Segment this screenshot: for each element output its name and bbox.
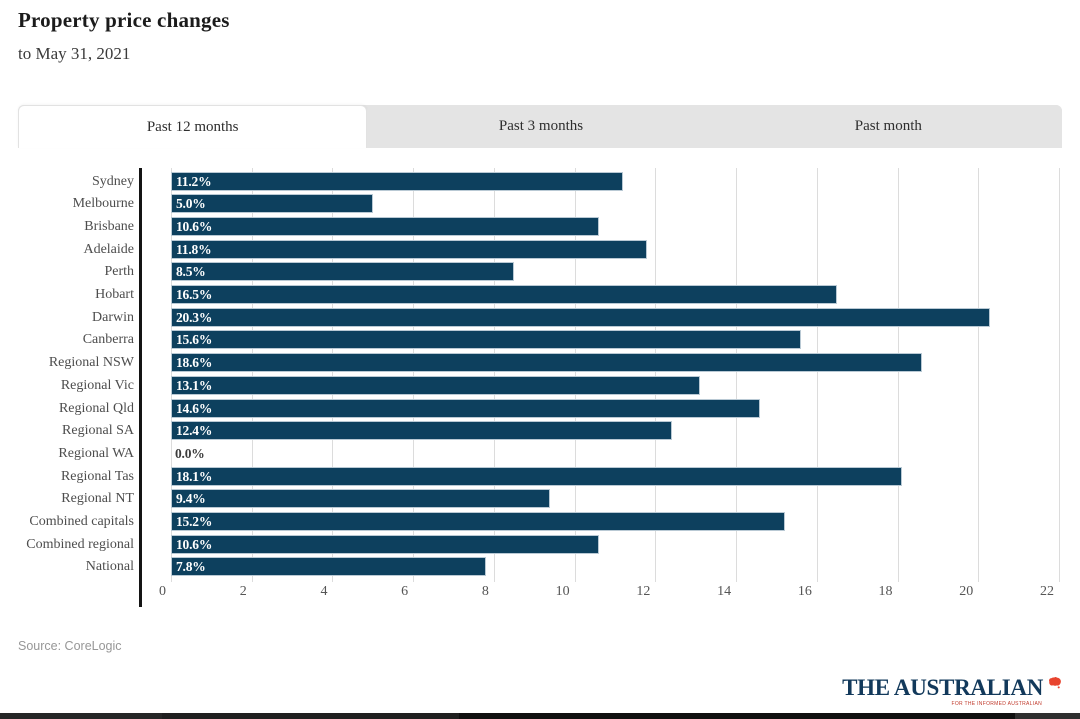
category-label: Combined regional	[26, 536, 134, 552]
gridline	[493, 168, 495, 582]
bar-value-label: 10.6%	[176, 536, 213, 552]
x-tick-label: 10	[555, 584, 570, 599]
gridline	[332, 168, 334, 582]
chart-bar: 9.4%	[171, 489, 551, 509]
gridline	[1059, 168, 1060, 582]
category-label: Regional NT	[61, 491, 134, 507]
gridline	[413, 168, 415, 582]
gridline	[251, 168, 253, 582]
bar-value-label: 14.6%	[176, 400, 213, 416]
x-tick-label: 8	[481, 584, 489, 599]
bar-value-label: 12.4%	[176, 423, 213, 439]
x-tick-label: 20	[959, 584, 974, 599]
category-label: Melbourne	[72, 196, 134, 212]
category-label: Combined capitals	[29, 514, 134, 529]
chart-bar: 12.4%	[171, 421, 672, 441]
bar-value-label: 7.8%	[176, 559, 206, 575]
x-tick-label: 16	[797, 584, 812, 599]
category-label: Perth	[104, 264, 134, 280]
category-label: Regional Vic	[60, 377, 134, 393]
tab-past-3-months[interactable]: Past 3 months	[367, 105, 715, 148]
chart-bar: 5.0%	[171, 194, 373, 214]
category-label: Adelaide	[83, 241, 134, 257]
x-tick-label: 14	[717, 584, 732, 599]
chart-bar: 7.8%	[171, 557, 486, 577]
category-label: Canberra	[82, 332, 134, 348]
category-label: Sydney	[92, 173, 134, 189]
category-label: Regional Tas	[60, 468, 134, 484]
category-label: National	[85, 559, 134, 575]
publisher-logo-text: THE AUSTRALIAN	[842, 675, 1043, 700]
bar-value-label: 20.3%	[176, 309, 213, 325]
category-label: Regional Qld	[58, 400, 134, 416]
tab-bar: Past 12 months Past 3 months Past month	[18, 105, 1062, 148]
category-label: Regional NSW	[48, 355, 134, 371]
publisher-tagline: FOR THE INFORMED AUSTRALIAN	[951, 701, 1042, 707]
bar-value-label: 15.2%	[176, 514, 213, 529]
chart-bar: 11.8%	[171, 239, 648, 259]
x-tick-label: 12	[636, 584, 651, 599]
page-subtitle: to May 31, 2021	[18, 44, 131, 63]
chart-bar: 18.6%	[171, 353, 922, 373]
bar-value-label: 13.1%	[176, 377, 213, 393]
y-axis-line	[139, 168, 142, 607]
chart-bar: 13.1%	[171, 375, 700, 395]
gridline	[736, 168, 738, 582]
chart-bar: 11.2%	[171, 171, 624, 191]
bar-value-label: 15.6%	[176, 332, 213, 348]
gridline	[816, 168, 818, 582]
page-title: Property price changes	[18, 8, 230, 32]
bar-value-label: 8.5%	[176, 264, 206, 280]
bar-value-label: 18.1%	[176, 468, 213, 484]
bar-value-label: 18.6%	[176, 355, 213, 371]
source-note: Source: CoreLogic	[18, 639, 122, 653]
x-tick-label: 4	[320, 584, 328, 599]
chart-bar: 18.1%	[171, 466, 902, 486]
category-label: Hobart	[95, 287, 134, 302]
chart-bar: 8.5%	[171, 262, 515, 282]
gridline	[655, 168, 657, 582]
bar-value-label: 9.4%	[176, 491, 206, 507]
chart-bar: 10.6%	[171, 216, 599, 236]
x-tick-label: 18	[878, 584, 893, 599]
bar-value-label: 10.6%	[176, 218, 213, 234]
gridline	[978, 168, 980, 582]
chart-bar: 10.6%	[171, 534, 599, 554]
chart-bar: 16.5%	[171, 285, 837, 304]
category-label: Regional SA	[62, 423, 134, 439]
x-tick-label: 6	[401, 584, 409, 599]
chart-bar: 20.3%	[171, 307, 991, 327]
x-tick-label: 2	[239, 584, 247, 599]
chart-bar: 15.6%	[171, 330, 801, 350]
australia-map-icon	[1047, 676, 1062, 694]
bar-value-label: 11.2%	[176, 173, 212, 189]
bar-value-label: 5.0%	[176, 196, 206, 212]
publisher-logo: THE AUSTRALIAN	[842, 676, 1062, 700]
bar-value-label: 0.0%	[175, 445, 205, 461]
gridline	[574, 168, 576, 582]
bar-value-label: 16.5%	[176, 287, 213, 302]
bar-value-label: 11.8%	[176, 241, 212, 257]
category-label: Darwin	[92, 309, 134, 325]
x-tick-label: 22	[1040, 584, 1054, 599]
tab-past-12-months[interactable]: Past 12 months	[18, 105, 368, 148]
gridline	[897, 168, 899, 582]
gridline	[171, 168, 172, 582]
tab-past-month[interactable]: Past month	[714, 105, 1062, 148]
bottom-edge-strip	[0, 713, 1080, 719]
category-label: Regional WA	[58, 445, 134, 461]
x-tick-label: 0	[159, 584, 166, 599]
category-label: Brisbane	[84, 218, 134, 234]
chart-bar: 14.6%	[171, 398, 761, 418]
chart-bar: 15.2%	[171, 512, 785, 531]
